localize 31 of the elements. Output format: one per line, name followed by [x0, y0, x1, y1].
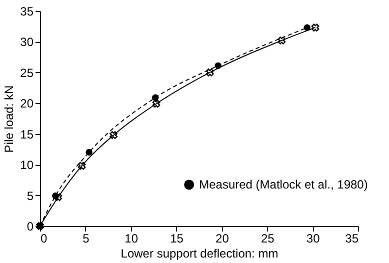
legend-label: Measured (Matlock et al., 1980)	[199, 178, 368, 192]
x-tick-label: 25	[260, 232, 275, 246]
point	[311, 24, 320, 32]
x-tick-label: 30	[306, 232, 320, 246]
point	[214, 62, 222, 70]
y-tick-label: 15	[20, 127, 34, 142]
x-tick-label: 15	[170, 232, 184, 246]
point	[206, 68, 214, 76]
x-tick-label: 35	[345, 232, 359, 246]
point	[152, 100, 160, 108]
x-tick-label: 20	[216, 232, 230, 246]
y-tick-label: 0	[26, 220, 34, 234]
y-tick-label: 35	[20, 4, 34, 18]
point	[86, 148, 92, 156]
point	[54, 193, 62, 202]
y-tick-label: 25	[20, 66, 34, 80]
point	[304, 24, 310, 31]
y-tick-label: 20	[20, 96, 34, 111]
x-axis-title: Lower support deflection: mm	[120, 246, 278, 260]
x-tick-label: 0	[40, 232, 48, 246]
point	[152, 94, 159, 101]
x-tick-label: 10	[124, 232, 138, 246]
x-tick-label: 5	[82, 232, 90, 246]
y-tick-label: 30	[20, 35, 34, 50]
point	[52, 192, 59, 200]
point	[78, 162, 86, 170]
point	[278, 36, 286, 44]
y-tick-label: 10	[20, 158, 34, 172]
point	[110, 131, 118, 140]
y-axis-title: Pile load: kN	[2, 85, 16, 153]
y-tick-label: 5	[26, 188, 34, 203]
